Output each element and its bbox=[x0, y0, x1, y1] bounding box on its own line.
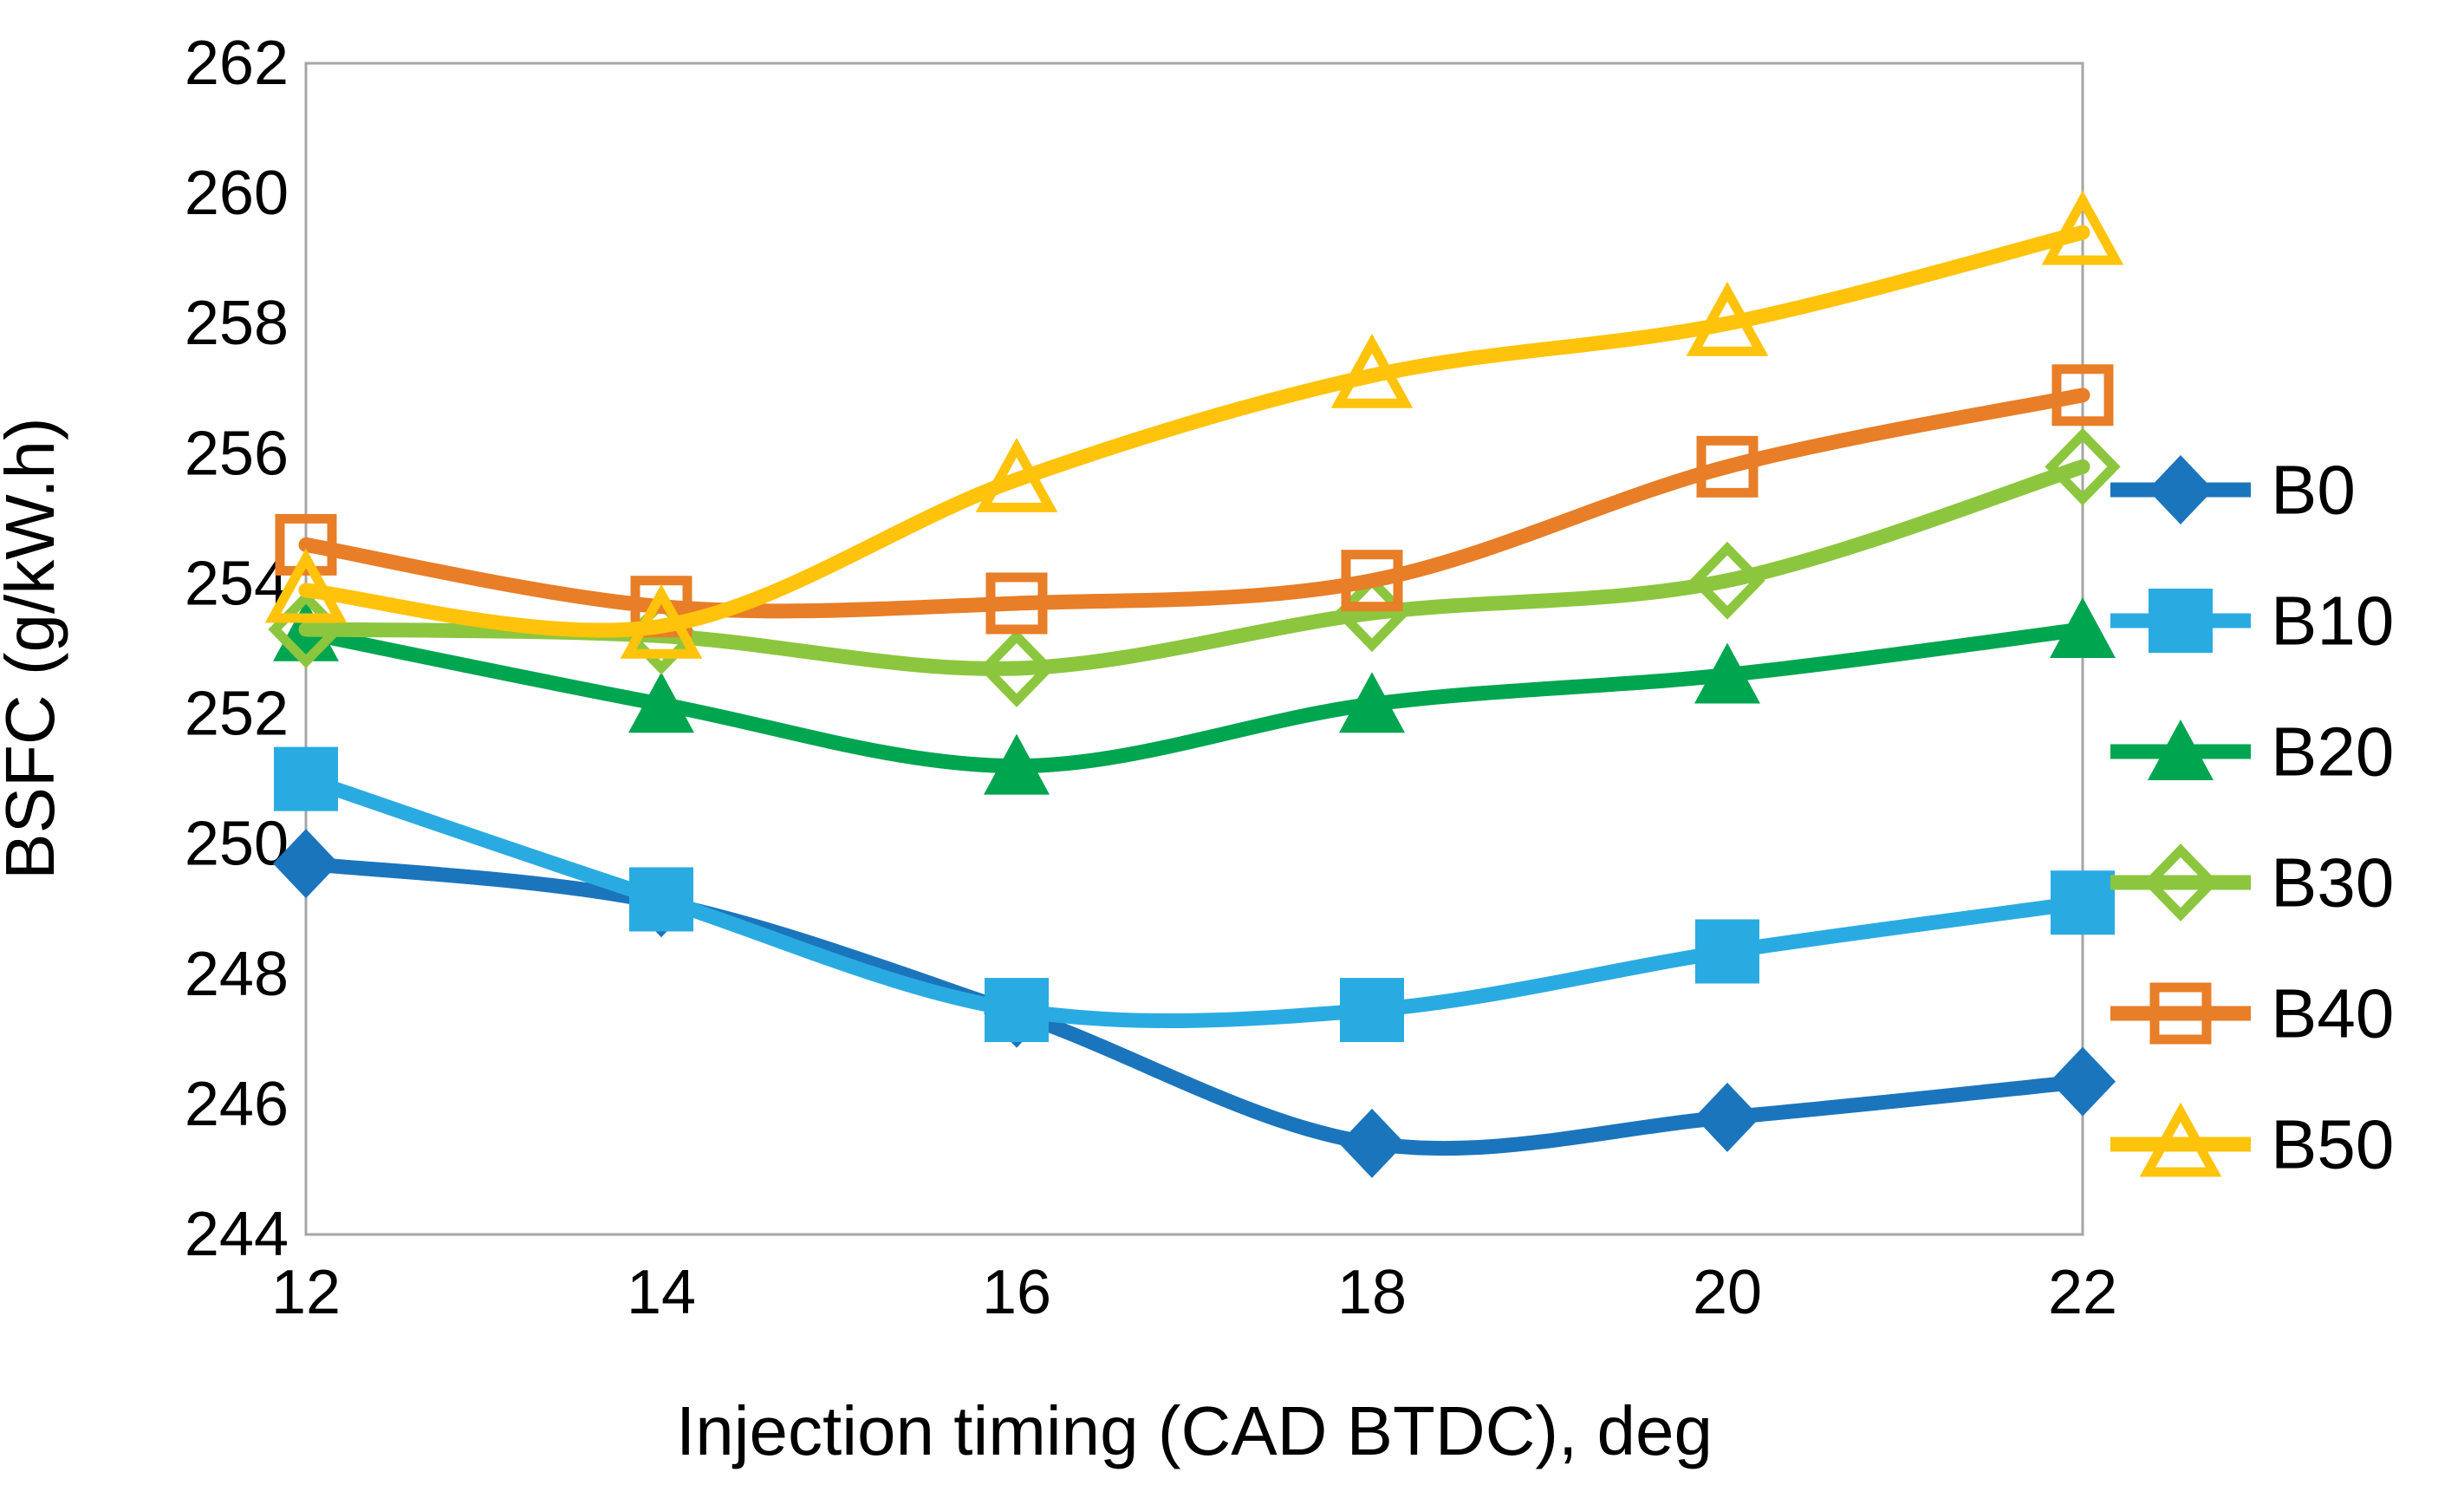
marker-B10-x20 bbox=[1695, 919, 1759, 984]
y-tick-label: 256 bbox=[185, 419, 289, 488]
series-line-B30 bbox=[298, 459, 2090, 676]
marker-B10-x18 bbox=[1340, 978, 1404, 1043]
x-tick-label: 14 bbox=[627, 1258, 696, 1327]
marker-B30-x16 bbox=[978, 629, 1055, 707]
series-line-B10 bbox=[298, 772, 2090, 1029]
x-axis-title: Injection timing (CAD BTDC), deg bbox=[676, 1392, 1713, 1469]
marker-B40-x20 bbox=[1696, 435, 1759, 498]
legend-marker-B10 bbox=[2149, 589, 2213, 653]
marker-B40-x18 bbox=[1341, 550, 1403, 612]
y-tick-label: 262 bbox=[185, 29, 289, 98]
y-tick-label: 244 bbox=[185, 1200, 289, 1269]
series-line-B50 bbox=[298, 225, 2090, 638]
chart-plot-group: 244 246 248 250 252 254 256 258 260 262 12 14 16 18 20… bbox=[185, 29, 2394, 1327]
marker-B10-x22 bbox=[2051, 870, 2115, 935]
legend-label-B20: B20 bbox=[2271, 713, 2394, 791]
marker-B40-x12 bbox=[275, 513, 337, 576]
marker-B0-x18 bbox=[1339, 1108, 1405, 1178]
marker-B40-x22 bbox=[2051, 364, 2114, 427]
series-line-B40 bbox=[298, 388, 2090, 619]
legend-marker-B0 bbox=[2148, 455, 2214, 524]
marker-B10-x14 bbox=[629, 867, 693, 932]
marker-B10-x12 bbox=[274, 746, 338, 811]
x-tick-label: 20 bbox=[1693, 1258, 1762, 1327]
marker-B20-x14 bbox=[628, 672, 694, 733]
y-tick-label: 254 bbox=[185, 549, 289, 618]
y-tick-label: 250 bbox=[185, 810, 289, 879]
marker-B50-x12 bbox=[264, 548, 348, 623]
series-line-B20 bbox=[298, 622, 2090, 774]
legend-marker-B50 bbox=[2139, 1102, 2222, 1177]
legend-marker-B30 bbox=[2142, 843, 2219, 922]
legend-label-B40: B40 bbox=[2271, 975, 2394, 1052]
y-tick-label: 260 bbox=[185, 159, 289, 228]
x-tick-label: 18 bbox=[1337, 1258, 1407, 1327]
legend-marker-B20 bbox=[2148, 720, 2214, 780]
marker-B20-x20 bbox=[1694, 642, 1760, 704]
marker-B50-x20 bbox=[1686, 281, 1769, 356]
x-tick-label: 22 bbox=[2048, 1258, 2117, 1327]
marker-B50-x18 bbox=[1330, 333, 1414, 408]
y-tick-label: 246 bbox=[185, 1070, 289, 1139]
y-tick-label: 252 bbox=[185, 680, 289, 749]
marker-B10-x16 bbox=[985, 978, 1049, 1043]
x-tick-label: 12 bbox=[271, 1258, 341, 1327]
legend-label-B10: B10 bbox=[2271, 583, 2394, 660]
marker-B50-x16 bbox=[975, 437, 1058, 512]
x-tick-label: 16 bbox=[982, 1258, 1051, 1327]
marker-B20-x22 bbox=[2050, 596, 2116, 658]
marker-B40-x16 bbox=[985, 572, 1048, 635]
legend-marker-B40 bbox=[2149, 982, 2212, 1045]
marker-B0-x12 bbox=[273, 829, 339, 899]
y-axis-title: BSFC (g/kW.h) bbox=[0, 417, 68, 879]
marker-B30-x20 bbox=[1689, 541, 1765, 620]
marker-B50-x14 bbox=[620, 583, 703, 659]
marker-B20-x18 bbox=[1339, 672, 1405, 733]
marker-B20-x16 bbox=[984, 733, 1050, 795]
marker-B0-x20 bbox=[1694, 1082, 1760, 1152]
marker-B30-x22 bbox=[2045, 427, 2121, 506]
legend-label-B30: B30 bbox=[2271, 844, 2394, 922]
y-tick-label: 258 bbox=[185, 289, 289, 358]
legend-label-B0: B0 bbox=[2271, 452, 2356, 529]
legend-label-B50: B50 bbox=[2271, 1106, 2394, 1183]
y-tick-label: 248 bbox=[185, 940, 289, 1009]
series-line-B0 bbox=[298, 856, 2090, 1156]
marker-B50-x22 bbox=[2041, 190, 2124, 265]
marker-B0-x22 bbox=[2050, 1046, 2116, 1117]
